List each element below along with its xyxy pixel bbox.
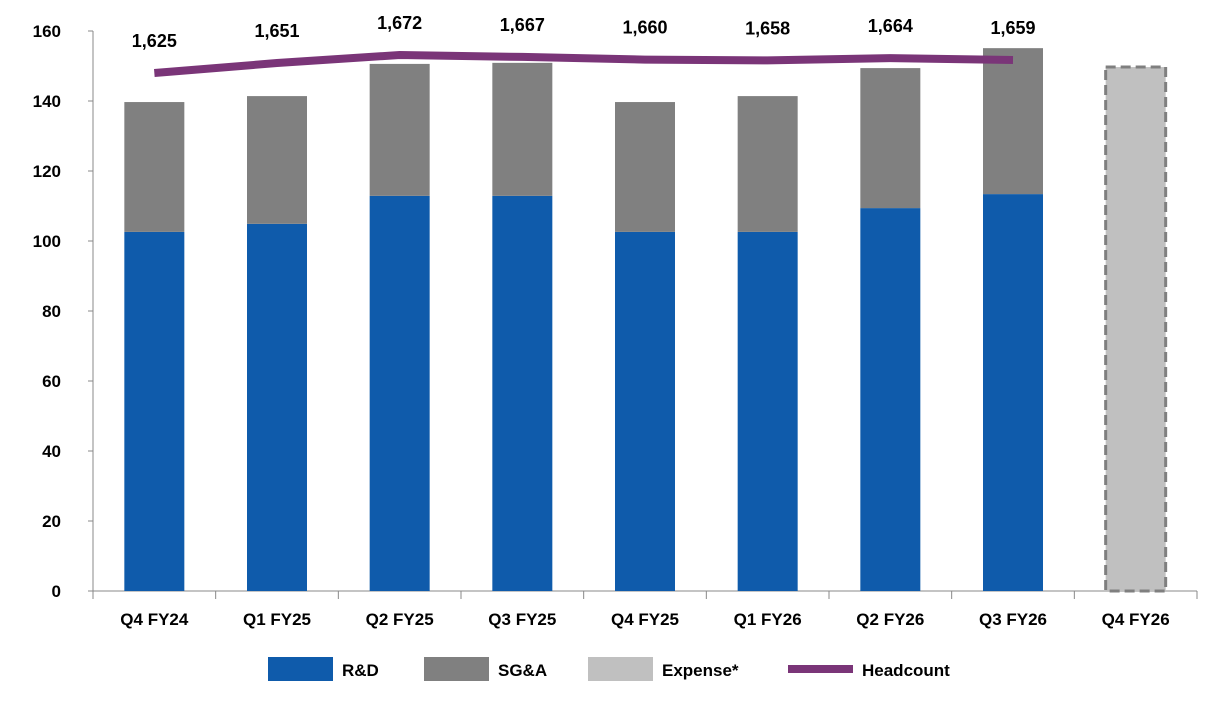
headcount-line [154, 50, 1014, 77]
headcount-data-label: 1,667 [500, 15, 545, 35]
legend-swatch-headcount [788, 665, 853, 673]
y-tick-label: 160 [33, 22, 61, 41]
headcount-data-label: 1,659 [990, 18, 1035, 38]
headcount-data-label: 1,651 [254, 21, 299, 41]
bar-sga [737, 96, 798, 232]
bar-sga [369, 63, 430, 196]
y-tick-label: 40 [42, 442, 61, 461]
bar-rd [247, 223, 307, 591]
bar-rd [983, 194, 1043, 591]
legend-swatch-expense [588, 657, 653, 681]
legend-label: Expense* [662, 661, 739, 680]
x-tick-label: Q1 FY25 [243, 610, 311, 629]
bar-rd [369, 195, 430, 591]
bar-rd [737, 231, 798, 591]
x-tick-label: Q3 FY25 [488, 610, 556, 629]
bar-sga [247, 96, 307, 224]
y-tick-label: 20 [42, 512, 61, 531]
legend-label: R&D [342, 661, 379, 680]
bar-sga [124, 102, 185, 232]
bar-sga [983, 48, 1043, 195]
x-tick-label: Q4 FY25 [611, 610, 679, 629]
bar-sga [860, 68, 921, 209]
headcount-data-label: 1,660 [622, 18, 667, 38]
bar-sga [615, 102, 675, 232]
bar-expense [1104, 65, 1168, 593]
x-tick-label: Q2 FY26 [856, 610, 924, 629]
x-tick-label: Q4 FY24 [120, 610, 189, 629]
y-tick-label: 120 [33, 162, 61, 181]
y-tick-label: 0 [52, 582, 61, 601]
x-tick-label: Q3 FY26 [979, 610, 1047, 629]
headcount-data-label: 1,664 [868, 16, 913, 36]
legend-label: SG&A [498, 661, 547, 680]
bar-rd [860, 208, 921, 591]
legend-swatch-sga [424, 657, 489, 681]
x-tick-label: Q1 FY26 [734, 610, 802, 629]
x-tick-label: Q4 FY26 [1102, 610, 1170, 629]
y-tick-label: 80 [42, 302, 61, 321]
headcount-data-label: 1,658 [745, 18, 790, 38]
headcount-data-label: 1,625 [132, 31, 177, 51]
x-tick-label: Q2 FY25 [366, 610, 434, 629]
headcount-data-label: 1,672 [377, 13, 422, 33]
y-tick-label: 140 [33, 92, 61, 111]
y-tick-label: 100 [33, 232, 61, 251]
y-tick-label: 60 [42, 372, 61, 391]
bar-rd [615, 231, 675, 591]
bar-rd [124, 231, 185, 591]
legend-swatch-rd [268, 657, 333, 681]
bar-sga [492, 62, 553, 196]
bar-rd [492, 195, 553, 591]
legend-label: Headcount [862, 661, 950, 680]
